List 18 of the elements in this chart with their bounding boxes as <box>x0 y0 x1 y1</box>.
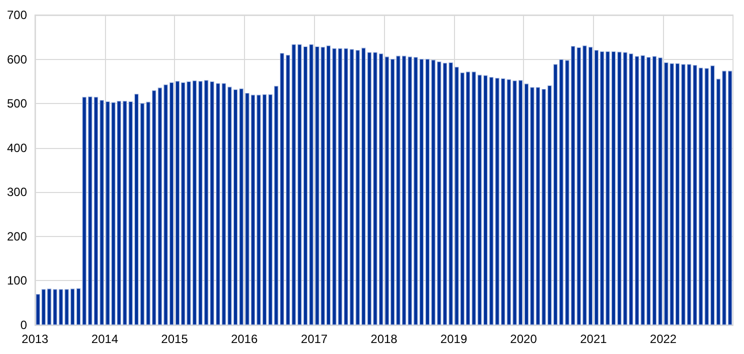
y-tick-label: 400 <box>6 140 28 155</box>
x-tick-label: 2019 <box>440 332 468 346</box>
x-tick-label: 2013 <box>22 332 49 346</box>
y-tick-label: 700 <box>6 8 28 22</box>
x-tick-label: 2017 <box>300 332 328 346</box>
x-tick-label: 2015 <box>161 332 188 346</box>
y-tick-label: 600 <box>6 52 28 66</box>
x-tick-label: 2014 <box>91 332 118 346</box>
x-tick-label: 2018 <box>370 332 398 346</box>
y-tick-label: 500 <box>6 96 28 111</box>
y-tick-label: 300 <box>6 185 28 200</box>
x-tick-label: 2016 <box>230 332 258 346</box>
y-tick-label: 0 <box>20 318 28 332</box>
x-tick-label: 2022 <box>650 332 677 346</box>
x-tick-label: 2020 <box>510 332 538 346</box>
y-tick-label: 200 <box>6 229 28 244</box>
x-tick-label: 2021 <box>580 332 608 346</box>
y-tick-label: 100 <box>6 274 28 288</box>
